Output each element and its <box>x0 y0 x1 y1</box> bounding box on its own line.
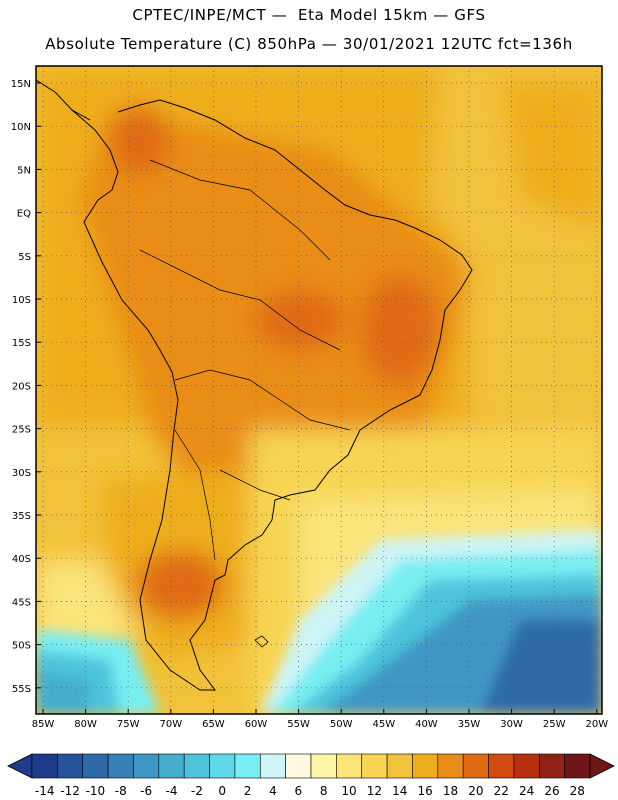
lat-label: 15S <box>12 338 31 349</box>
colorbar-label: 14 <box>392 784 407 798</box>
lat-label: 30S <box>12 468 31 479</box>
lon-label: 70W <box>159 719 182 730</box>
colorbar-label: 22 <box>494 784 509 798</box>
colorbar-swatch <box>362 754 387 778</box>
lat-label: 5S <box>18 252 31 263</box>
colorbar-label: 24 <box>519 784 534 798</box>
lon-label: 50W <box>330 719 353 730</box>
lon-label: 35W <box>458 719 481 730</box>
colorbar-left-arrow <box>8 754 32 778</box>
colorbar-swatch <box>311 754 336 778</box>
lat-label: 20S <box>12 381 31 392</box>
lat-label: 45S <box>12 597 31 608</box>
colorbar-swatch <box>210 754 235 778</box>
colorbar-label: -4 <box>166 784 178 798</box>
colorbar-label: 8 <box>320 784 328 798</box>
lat-label: 50S <box>12 641 31 652</box>
lon-label: 75W <box>117 719 140 730</box>
colorbar-swatch <box>57 754 82 778</box>
colorbar-label: -10 <box>86 784 106 798</box>
colorbar-label: 0 <box>218 784 226 798</box>
colorbar-label: -8 <box>115 784 127 798</box>
colorbar-swatch <box>387 754 412 778</box>
colorbar-swatch <box>159 754 184 778</box>
colorbar-right-arrow <box>590 754 614 778</box>
lat-label: 10S <box>12 295 31 306</box>
lon-label: 55W <box>287 719 310 730</box>
colorbar-label: 20 <box>468 784 483 798</box>
colorbar-swatch <box>565 754 590 778</box>
colorbar-swatch <box>108 754 133 778</box>
colorbar-label: 18 <box>443 784 458 798</box>
lat-label: 40S <box>12 554 31 565</box>
lon-label: 25W <box>543 719 566 730</box>
colorbar-label: 4 <box>269 784 277 798</box>
colorbar-label: 10 <box>341 784 356 798</box>
lat-label: 5N <box>17 165 31 176</box>
colorbar-label: -2 <box>191 784 203 798</box>
lon-label: 65W <box>202 719 225 730</box>
lat-label: 15N <box>11 79 31 90</box>
colorbar-label: -6 <box>140 784 152 798</box>
colorbar-swatch <box>539 754 564 778</box>
colorbar-swatch <box>336 754 361 778</box>
lat-label: 35S <box>12 511 31 522</box>
lat-label: 25S <box>12 425 31 436</box>
colorbar-swatch <box>133 754 158 778</box>
colorbar-swatch <box>260 754 285 778</box>
lon-label: 30W <box>500 719 523 730</box>
colorbar-swatch <box>412 754 437 778</box>
colorbar-label: 12 <box>367 784 382 798</box>
colorbar-label: -14 <box>35 784 55 798</box>
colorbar-swatch <box>514 754 539 778</box>
lat-label: EQ <box>17 209 31 220</box>
temperature-field <box>36 66 602 714</box>
lon-label: 85W <box>32 719 55 730</box>
colorbar-swatch <box>235 754 260 778</box>
colorbar-swatch <box>489 754 514 778</box>
colorbar-label: 26 <box>544 784 559 798</box>
colorbar-label: -12 <box>60 784 80 798</box>
colorbar-swatch <box>83 754 108 778</box>
lon-label: 80W <box>74 719 97 730</box>
colorbar-label: 16 <box>417 784 432 798</box>
colorbar-label: 28 <box>570 784 585 798</box>
lat-label: 10N <box>11 122 31 133</box>
colorbar-label: 6 <box>294 784 302 798</box>
colorbar-swatch <box>438 754 463 778</box>
lon-label: 40W <box>415 719 438 730</box>
colorbar-swatch <box>32 754 57 778</box>
lat-label: 55S <box>12 684 31 695</box>
temperature-map: 15N 10N 5N EQ 5S 10S 15S 20S 25S 30S 35S 40S 45S 50S 5… <box>0 0 618 800</box>
colorbar-label: 2 <box>244 784 252 798</box>
lon-label: 60W <box>245 719 268 730</box>
colorbar-swatch <box>286 754 311 778</box>
lon-label: 45W <box>372 719 395 730</box>
colorbar-swatch <box>463 754 488 778</box>
colorbar-swatch <box>184 754 209 778</box>
colorbar <box>8 754 614 778</box>
lon-label: 20W <box>585 719 608 730</box>
